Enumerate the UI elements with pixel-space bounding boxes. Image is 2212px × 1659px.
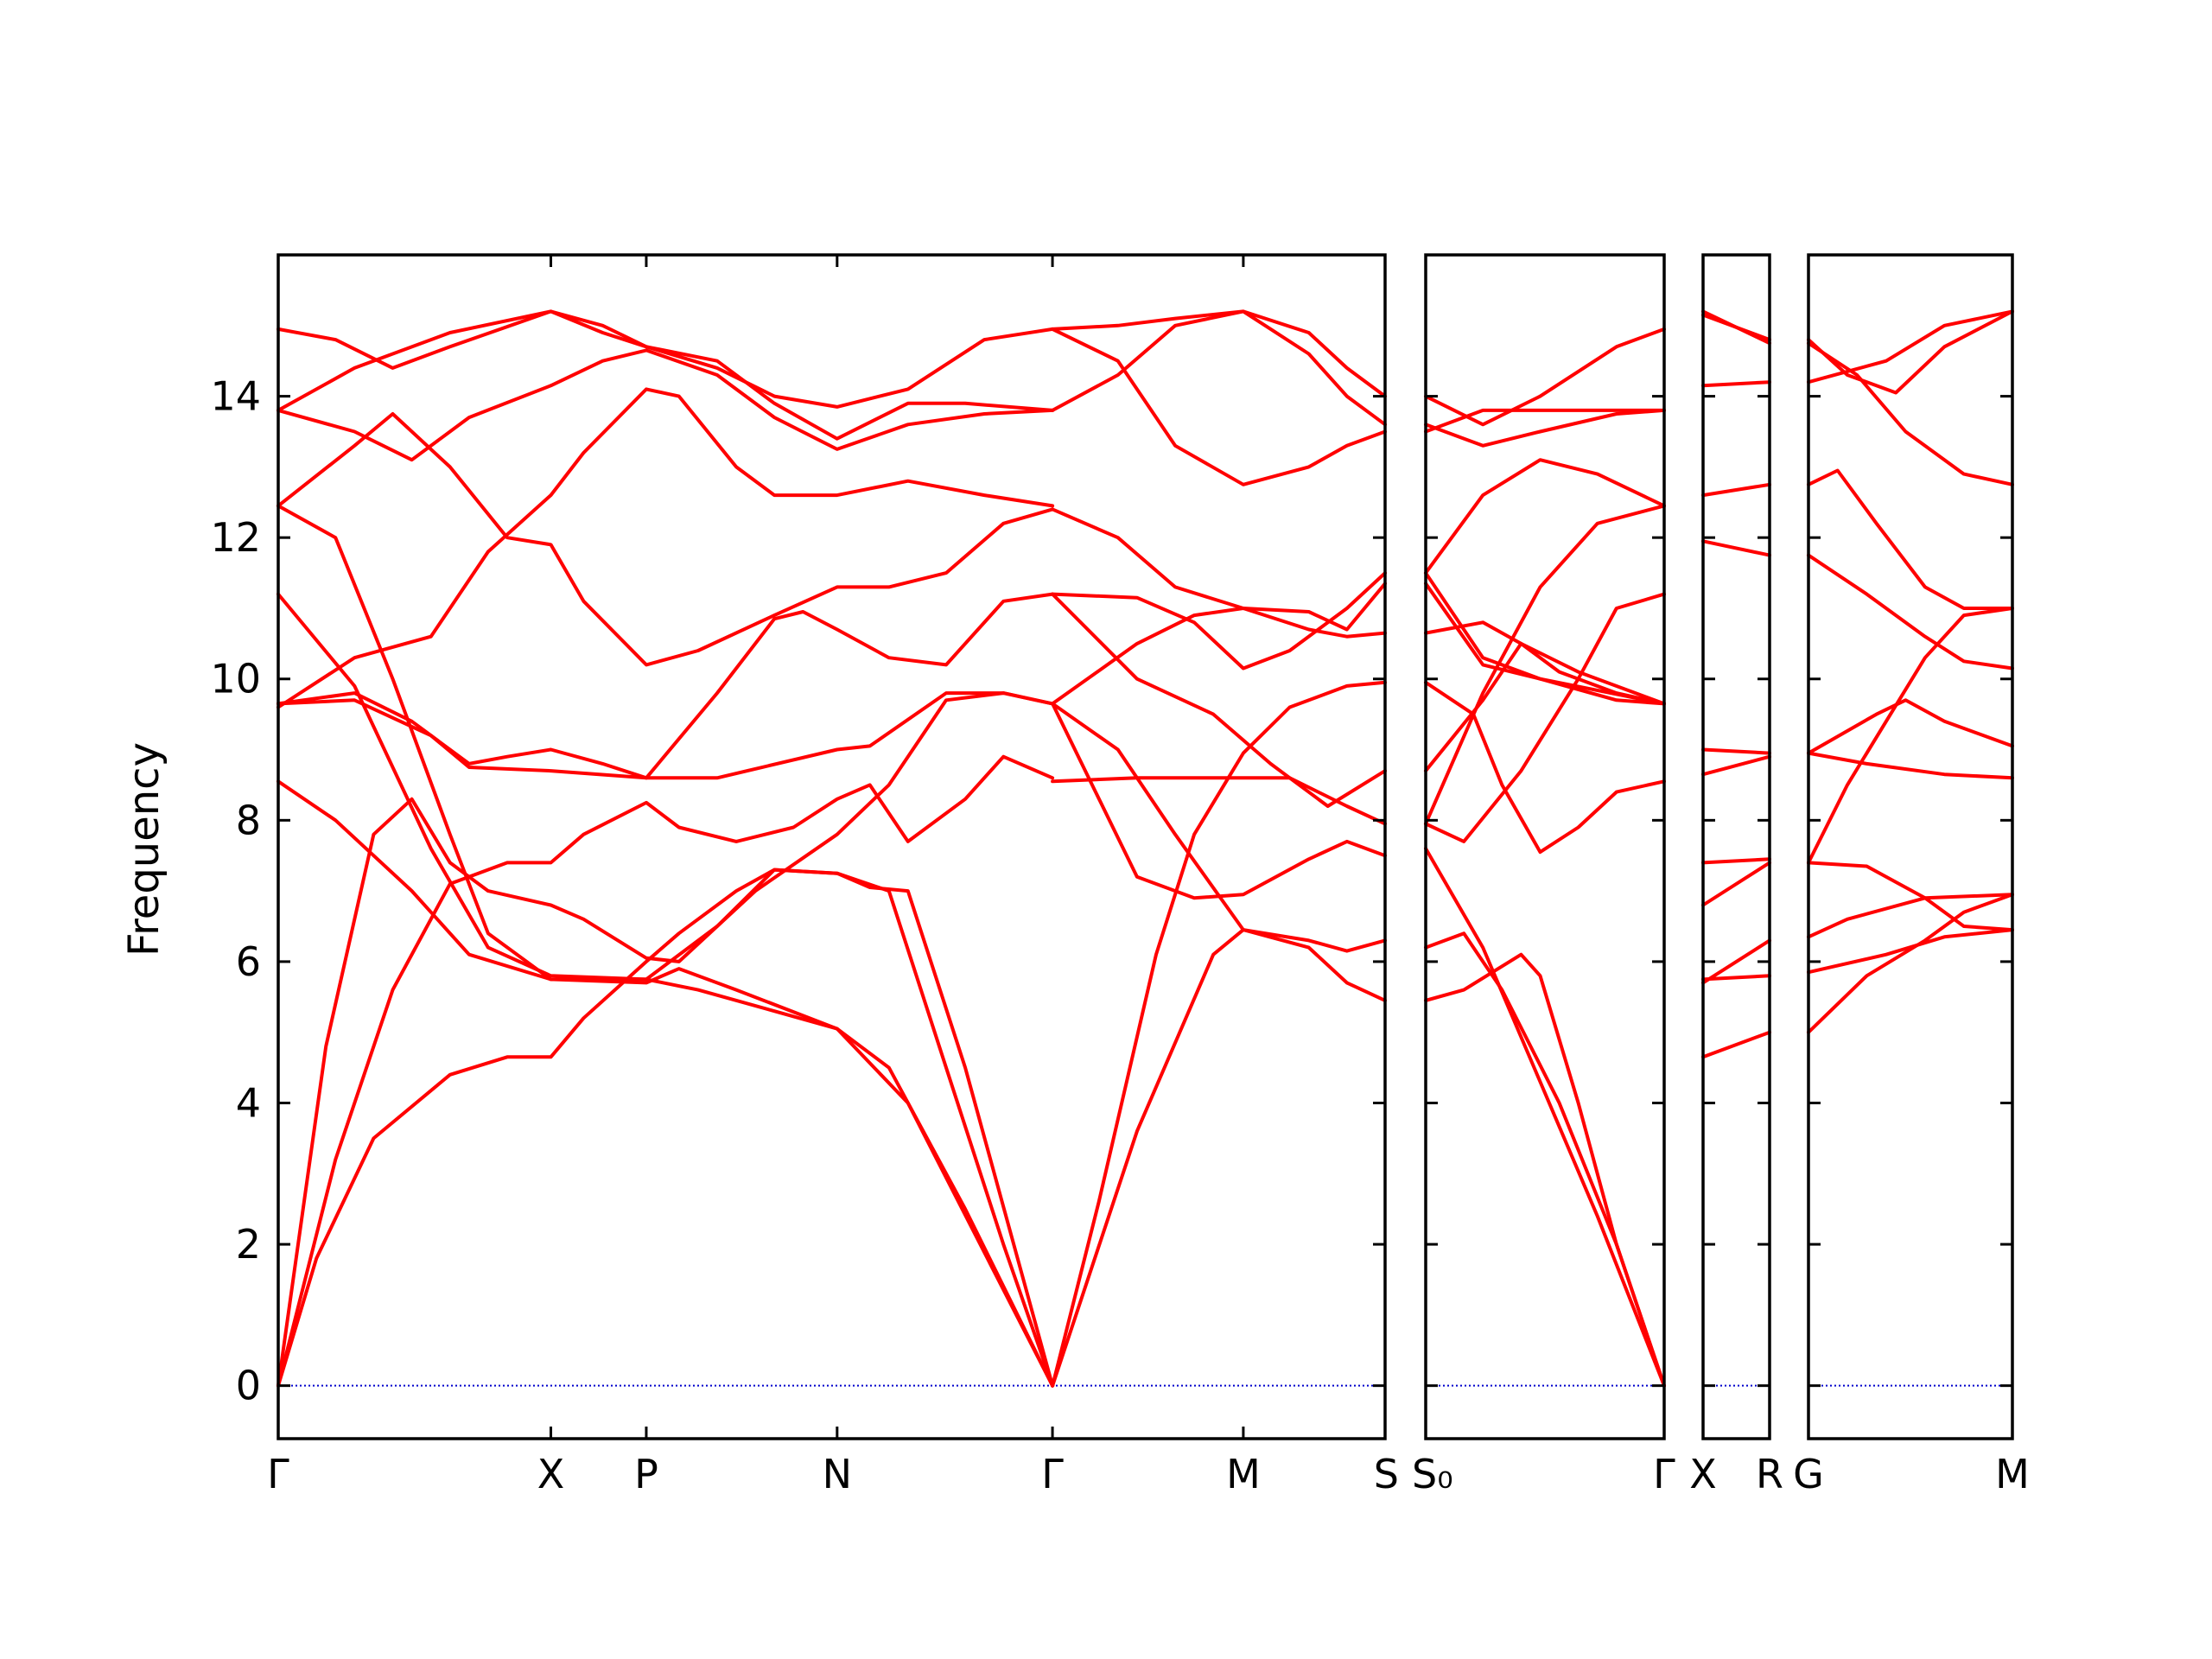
x-tick-label: G <box>1793 1451 1824 1497</box>
y-tick-label: 14 <box>210 373 261 420</box>
x-tick-label: X <box>537 1451 565 1497</box>
band-line-panel3-3 <box>1701 974 1771 982</box>
band-line-panel1-16 <box>1051 702 1387 1002</box>
band-line-panel2-4 <box>1424 680 1666 855</box>
x-tick-label: X <box>1689 1451 1717 1497</box>
band-line-panel3-10 <box>1701 380 1771 388</box>
band-line-panel1-1 <box>276 868 1055 1388</box>
y-tick-label: 8 <box>236 797 261 843</box>
x-tick-label: M <box>1995 1451 2030 1497</box>
band-line-panel1-20 <box>1051 309 1387 427</box>
panel-frame <box>1701 253 1771 1440</box>
band-line-panel4-9 <box>1807 468 2014 610</box>
band-line-panel2-14 <box>1424 327 1666 427</box>
x-tick-label: Γ <box>1653 1451 1675 1497</box>
band-line-panel3-1 <box>1701 1030 1771 1059</box>
x-tick-label: M <box>1226 1451 1261 1497</box>
band-line-panel4-12 <box>1807 309 2014 395</box>
band-line-panel3-8 <box>1701 539 1771 557</box>
x-tick-label: Γ <box>1041 1451 1064 1497</box>
band-line-panel2-5 <box>1424 592 1666 843</box>
band-line-panel1-6 <box>276 592 1055 780</box>
band-line-panel2-3 <box>1424 952 1666 1388</box>
band-line-panel1-11 <box>276 348 1055 462</box>
band-line-panel4-5 <box>1807 607 2014 865</box>
band-line-panel1-25 <box>1051 592 1387 808</box>
band-line-panel1-3 <box>276 691 1055 1388</box>
band-line-panel4-10 <box>1807 309 2014 385</box>
band-line-panel1-7 <box>276 592 1055 1388</box>
band-line-panel1-22 <box>1051 702 1387 900</box>
y-tick-label: 4 <box>236 1079 261 1126</box>
band-line-panel1-2 <box>276 754 1055 1388</box>
band-line-panel1-4 <box>276 779 1055 1388</box>
panel-frame <box>1807 253 2014 1440</box>
x-tick-label: P <box>634 1451 658 1497</box>
band-line-panel2-11 <box>1424 504 1666 826</box>
band-line-panel2-1 <box>1424 847 1666 1388</box>
band-line-panel1-17 <box>1051 776 1387 826</box>
band-line-panel1-21 <box>1051 327 1387 486</box>
band-line-panel1-10 <box>276 412 1055 667</box>
band-line-panel4-6 <box>1807 698 2014 755</box>
panel-frame <box>276 253 1387 1440</box>
y-tick-label: 10 <box>210 656 261 702</box>
x-tick-label: R <box>1756 1451 1783 1497</box>
panel-frame <box>1424 253 1666 1440</box>
band-line-panel1-8 <box>276 504 1055 1388</box>
band-line-panel4-8 <box>1807 553 2014 671</box>
x-tick-label: S₀ <box>1412 1451 1453 1497</box>
band-line-panel2-9 <box>1424 582 1666 706</box>
band-line-panel2-8 <box>1424 571 1666 706</box>
y-axis-label: Frequency <box>120 742 168 957</box>
x-tick-label: N <box>823 1451 852 1497</box>
y-tick-labels: 0 2 4 6 8 10 12 14 <box>210 373 261 1409</box>
band-line-panel2-10 <box>1424 458 1666 575</box>
band-line-panel4-7 <box>1807 751 2014 780</box>
y-tick-label: 6 <box>236 938 261 985</box>
y-tick-label: 2 <box>236 1221 261 1268</box>
band-line-panel2-2 <box>1424 931 1666 1388</box>
x-tick-label: Γ <box>267 1451 289 1497</box>
band-line-panel1-5 <box>276 691 1055 780</box>
y-tick-label: 12 <box>210 514 261 561</box>
band-line-panel3-4 <box>1701 861 1771 907</box>
band-line-panel3-5 <box>1701 857 1771 865</box>
band-line-panel4-2 <box>1807 928 2014 975</box>
band-line-panel3-6 <box>1701 754 1771 777</box>
band-line-panel2-12 <box>1424 408 1666 434</box>
band-line-panel2-13 <box>1424 408 1666 448</box>
plot-panels: Γ X P N Γ M S S₀ Γ X R G M <box>267 253 2030 1497</box>
band-line-panel4-1 <box>1807 893 2014 1034</box>
band-line-panel1-24 <box>1051 309 1387 398</box>
band-line-panel1-18 <box>1051 571 1387 671</box>
band-line-panel1-15 <box>1051 928 1387 1388</box>
band-line-panel2-7 <box>1424 620 1666 706</box>
band-line-panel4-11 <box>1807 341 2014 486</box>
band-line-panel1-9 <box>276 387 1055 709</box>
band-line-panel1-14 <box>1051 680 1387 1388</box>
x-tick-label: S <box>1374 1451 1399 1497</box>
band-line-panel4-3 <box>1807 893 2014 939</box>
band-line-panel1-13 <box>276 309 1055 409</box>
band-line-panel3-2 <box>1701 938 1771 985</box>
band-line-panel3-12 <box>1701 313 1771 342</box>
band-line-panel1-12 <box>276 309 1055 441</box>
band-line-panel1-23 <box>1051 582 1387 706</box>
band-line-panel3-7 <box>1701 747 1771 755</box>
band-line-panel4-4 <box>1807 861 2014 932</box>
band-line-panel3-9 <box>1701 482 1771 498</box>
panel-2: S₀ Γ <box>1412 253 1675 1497</box>
y-tick-label: 0 <box>236 1363 261 1409</box>
